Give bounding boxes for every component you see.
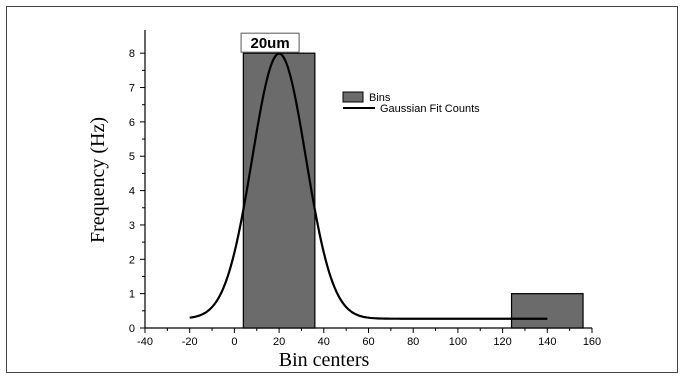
x-tick-label: -40 xyxy=(137,336,153,348)
y-tick-label: 7 xyxy=(129,83,135,95)
annotation-label: 20um xyxy=(251,35,290,52)
x-tick-label: 140 xyxy=(538,336,556,348)
x-tick-label: 100 xyxy=(449,336,467,348)
legend: Bins Gaussian Fit Counts xyxy=(342,91,480,115)
x-tick-label: 40 xyxy=(318,336,330,348)
y-tick-label: 6 xyxy=(129,117,135,129)
y-tick-label: 2 xyxy=(129,254,135,266)
bar xyxy=(242,52,316,329)
y-tick-label: 8 xyxy=(129,48,135,60)
x-tick-label: -20 xyxy=(182,336,198,348)
gaussian-fit-line xyxy=(189,52,548,320)
legend-label-bins: Bins xyxy=(369,92,391,104)
page-border xyxy=(6,6,678,373)
legend-label-fit: Gaussian Fit Counts xyxy=(380,103,480,115)
x-tick-label: 120 xyxy=(493,336,511,348)
y-tick-label: 5 xyxy=(129,151,135,163)
bars xyxy=(242,52,584,329)
y-tick-label: 0 xyxy=(129,323,135,335)
annotation: 20um xyxy=(240,32,300,53)
x-tick-label: 20 xyxy=(273,336,285,348)
plot-area: -40 -20 0 20 40 60 80 100 120 140 160 0 1 2 3 4 5 6 7 8 20… xyxy=(129,30,601,348)
x-tick-label: 0 xyxy=(231,336,237,348)
x-axis-title: Bin centers xyxy=(279,349,370,371)
legend-swatch-bins xyxy=(342,91,364,103)
x-ticks: -40 -20 0 20 40 60 80 100 120 140 160 xyxy=(137,328,601,348)
y-ticks: 0 1 2 3 4 5 6 7 8 xyxy=(129,48,145,335)
x-tick-label: 160 xyxy=(583,336,601,348)
y-tick-label: 3 xyxy=(129,220,135,232)
bar xyxy=(510,293,584,329)
y-tick-label: 4 xyxy=(129,186,135,198)
x-tick-label: 60 xyxy=(362,336,374,348)
y-axis-title: Frequency (Hz) xyxy=(87,117,109,243)
y-tick-label: 1 xyxy=(129,289,135,301)
x-tick-label: 80 xyxy=(407,336,419,348)
annotation-box xyxy=(240,32,300,53)
